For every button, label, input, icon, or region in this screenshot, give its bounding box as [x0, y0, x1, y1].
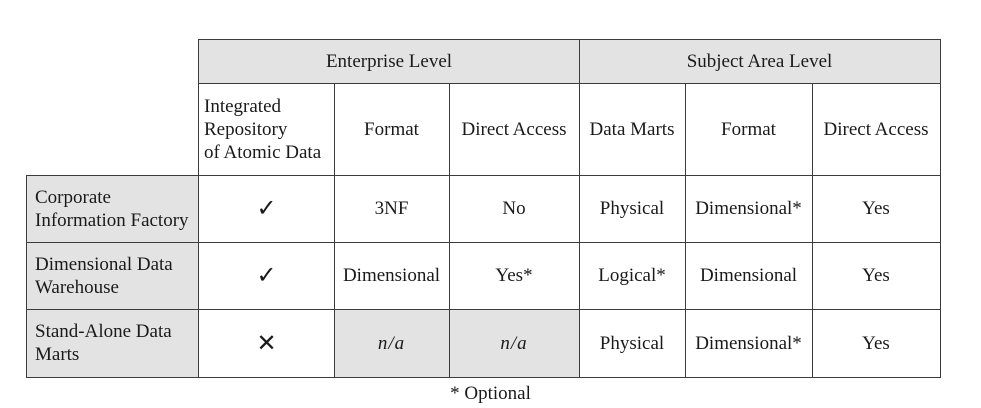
table-cell: Dimensional [699, 265, 798, 286]
subject-area-level-header: Subject Area Level [579, 40, 940, 83]
check-icon: ✓ [256, 194, 277, 222]
table-cell: Physical [599, 332, 665, 354]
grid-line [198, 83, 941, 84]
footnote: * Optional [450, 383, 531, 404]
data-marts-header: Data Marts [589, 118, 675, 140]
grid-line [334, 83, 335, 378]
enterprise-level-header: Enterprise Level [199, 40, 579, 83]
subject-format-header: Format [721, 118, 776, 140]
grid-line [812, 83, 813, 378]
table-cell: Yes [862, 198, 890, 219]
table-cell: Dimensional [342, 265, 441, 286]
row-label-stand-alone-data-marts: Stand-Alone Data Marts [27, 309, 199, 377]
table-cell: Yes* [495, 265, 533, 286]
check-icon: ✓ [256, 261, 277, 289]
row-label-corporate-information-factory: Corporate Information Factory [27, 175, 199, 242]
grid-line [685, 83, 686, 378]
row-label-dimensional-data-warehouse: Dimensional Data Warehouse [27, 242, 199, 309]
table-cell: Yes [862, 332, 890, 354]
grid-line [198, 39, 199, 378]
table-cell: n/a [334, 309, 449, 377]
cross-icon: ✕ [256, 328, 277, 357]
grid-line [198, 39, 941, 40]
table-cell: n/a [449, 309, 579, 377]
table-cell: No [502, 198, 526, 219]
grid-line [26, 377, 941, 378]
table-cell: Dimensional* [695, 198, 802, 219]
enterprise-format-header: Format [364, 118, 419, 140]
table-cell: Physical [599, 198, 665, 219]
table-cell: Dimensional* [695, 332, 802, 354]
table-cell: Logical* [598, 265, 666, 286]
grid-line [26, 309, 941, 310]
grid-line [26, 175, 27, 378]
grid-line [940, 39, 941, 378]
enterprise-direct-access-header: Direct Access [461, 118, 567, 140]
grid-line [449, 83, 450, 378]
grid-line [26, 242, 941, 243]
subject-direct-access-header: Direct Access [823, 118, 929, 140]
integrated-repository-header: Integrated Repository of Atomic Data [204, 95, 322, 163]
grid-line [26, 175, 941, 176]
table-cell: 3NF [374, 198, 409, 219]
table-cell: Yes [862, 265, 890, 286]
grid-line [579, 39, 580, 378]
